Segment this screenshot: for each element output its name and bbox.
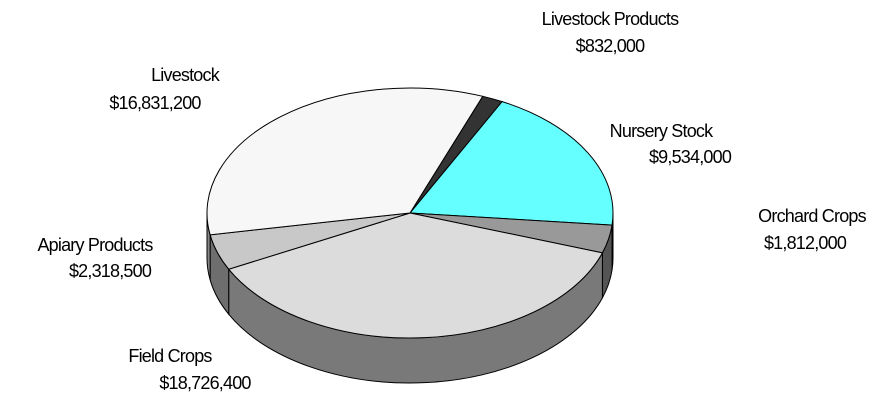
slice-label: Livestock Products xyxy=(542,9,679,29)
pie-tops xyxy=(206,87,614,339)
pie-slice xyxy=(227,212,604,339)
labels: Livestock Products $832,000 Nursery Stock $… xyxy=(37,9,867,393)
slice-label: Nursery Stock xyxy=(610,121,714,141)
slice-value-label: $832,000 xyxy=(576,36,645,56)
slice-value-label: $2,318,500 xyxy=(69,261,152,281)
pie-slice xyxy=(408,101,614,226)
slice-label: Apiary Products xyxy=(37,235,153,255)
slice-value-label: $1,812,000 xyxy=(764,233,847,253)
slice-label: Orchard Crops xyxy=(758,206,866,226)
pie-slice xyxy=(206,87,484,236)
slice-value-label: $16,831,200 xyxy=(109,93,201,113)
slice-value-label: $18,726,400 xyxy=(159,373,251,393)
slice-value-label: $9,534,000 xyxy=(649,147,732,167)
slice-label: Field Crops xyxy=(128,346,212,366)
slice-label: Livestock xyxy=(151,65,221,85)
